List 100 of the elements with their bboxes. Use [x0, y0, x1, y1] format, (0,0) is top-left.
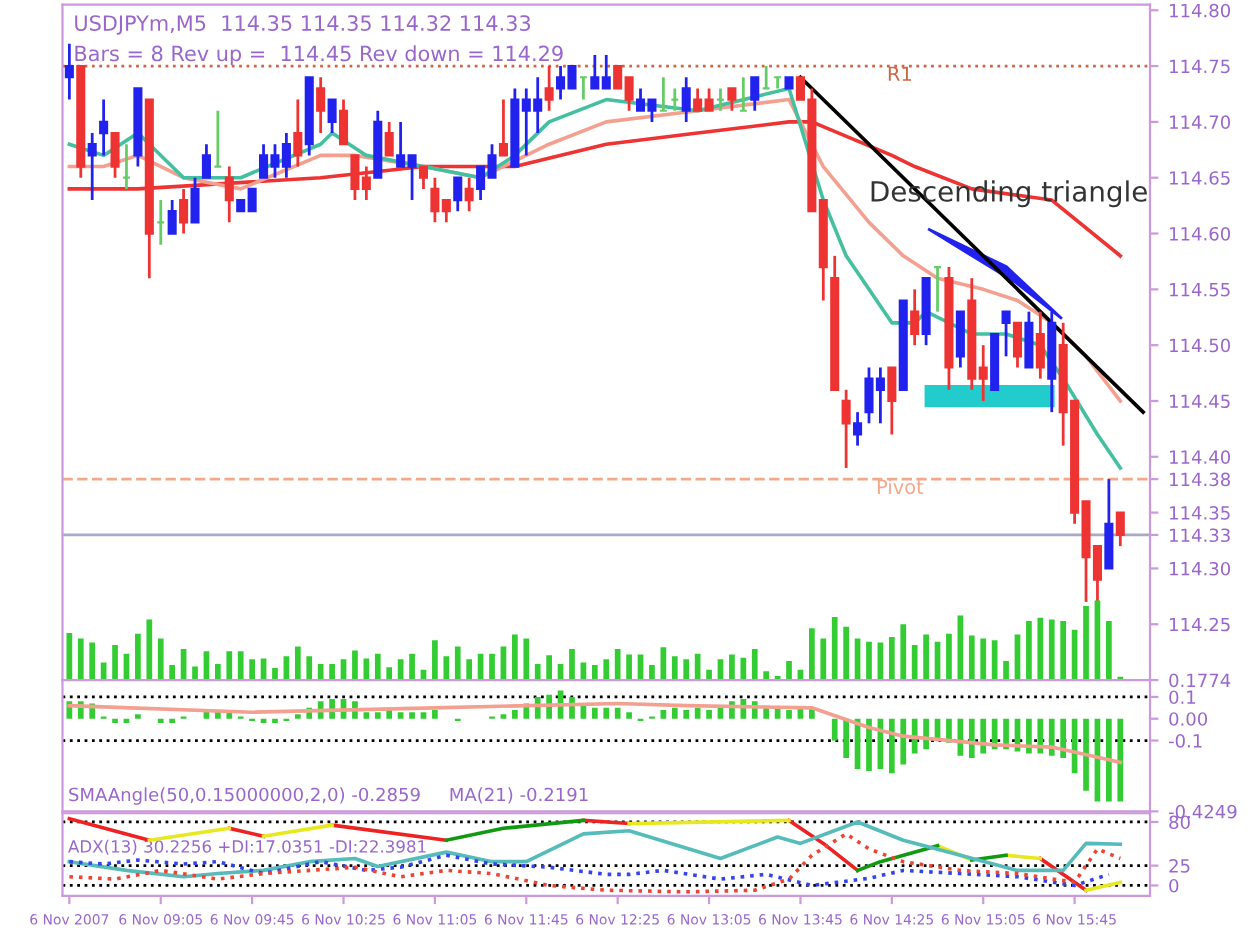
bar — [1060, 718, 1067, 758]
bar — [432, 640, 438, 681]
candlestick — [727, 87, 737, 113]
candlestick — [190, 176, 200, 224]
bar — [272, 668, 278, 681]
y-tick-label: -0.1 — [1168, 733, 1202, 748]
candlestick — [841, 388, 851, 470]
y-tick-label: 114.50 — [1170, 338, 1231, 353]
bar — [660, 710, 667, 719]
bar — [1106, 621, 1112, 681]
candlestick — [1104, 477, 1114, 570]
bar — [249, 659, 255, 681]
bar — [614, 707, 621, 719]
candlestick — [955, 310, 965, 369]
y-tick-label: 114.38 — [1170, 472, 1230, 487]
bar — [831, 718, 838, 741]
bar — [169, 718, 176, 724]
bar — [888, 718, 895, 774]
candlestick — [498, 98, 508, 157]
bar — [512, 634, 518, 681]
candlestick — [316, 75, 326, 135]
annotation: ADX(13) 30.2256 +DI:17.0351 -DI:22.3981 — [68, 839, 426, 855]
bar — [317, 664, 324, 681]
bar — [363, 712, 370, 719]
bar — [1037, 718, 1044, 754]
bar — [215, 664, 221, 681]
line-series — [67, 853, 1111, 888]
bar — [294, 646, 301, 681]
y-tick-label: 114.65 — [1170, 171, 1230, 185]
bar — [420, 712, 427, 719]
bar — [809, 628, 815, 681]
candlestick — [453, 176, 463, 213]
bar — [603, 707, 610, 719]
line-series — [67, 832, 1123, 894]
bar — [409, 712, 415, 719]
bar — [546, 655, 552, 681]
bar — [786, 660, 792, 681]
annotation: Bars = 8 Rev up = 114.45 Rev down = 114.29 — [75, 45, 563, 66]
bar — [397, 712, 404, 719]
candlestick — [681, 75, 691, 124]
bar — [135, 633, 141, 681]
bar — [740, 657, 747, 681]
bar — [466, 659, 473, 681]
y-tick-label: 80 — [1169, 815, 1190, 830]
bar — [1003, 660, 1009, 681]
bar — [786, 710, 792, 719]
bar — [866, 718, 872, 772]
candlestick — [1024, 310, 1034, 369]
y-tick-label: 0.00 — [1169, 712, 1208, 726]
y-tick-label: 114.60 — [1170, 226, 1231, 241]
bar — [1060, 621, 1067, 681]
bar — [112, 644, 118, 681]
bar — [763, 671, 770, 681]
bar — [751, 648, 758, 681]
bar — [534, 664, 541, 681]
ref-line-label: R1 — [888, 66, 912, 81]
candlestick — [167, 198, 177, 235]
candlestick — [384, 120, 394, 157]
bar — [729, 654, 735, 681]
y-tick-label: 114.45 — [1170, 394, 1230, 409]
bar — [980, 638, 987, 681]
bar — [489, 653, 495, 681]
bar — [329, 664, 335, 681]
bar — [843, 626, 849, 681]
bar — [946, 633, 952, 681]
line-series — [67, 820, 1123, 879]
bar — [1106, 718, 1112, 802]
bar — [671, 656, 678, 681]
bar — [1026, 621, 1032, 681]
bar — [706, 669, 712, 681]
bar — [374, 653, 381, 681]
bar — [1083, 718, 1089, 791]
bar — [237, 651, 244, 681]
annotation: SMAAngle(50,0.15000000,2,0) -0.2859 — [69, 787, 420, 805]
candlestick — [750, 75, 760, 113]
y-tick-label: 114.25 — [1170, 617, 1230, 632]
candlestick — [64, 42, 74, 101]
candlestick — [853, 410, 863, 448]
bar — [968, 718, 975, 758]
candlestick — [418, 165, 429, 191]
candlestick — [1012, 321, 1023, 369]
bar — [866, 641, 872, 681]
bar — [1048, 619, 1055, 681]
candlestick — [338, 98, 349, 146]
bar — [454, 646, 461, 681]
y-tick-label: -0.4249 — [1168, 804, 1237, 819]
y-tick-label: 114.33 — [1170, 528, 1230, 543]
bar — [843, 718, 849, 758]
bar — [306, 656, 313, 681]
y-tick-label: 114.55 — [1170, 283, 1230, 297]
y-tick-label: 0.1 — [1169, 690, 1196, 705]
annotation: MA(21) -0.2191 — [450, 787, 588, 804]
bar — [523, 638, 530, 681]
bar — [352, 650, 358, 681]
bar — [968, 635, 975, 681]
bar — [1117, 718, 1124, 802]
y-tick-label: 114.30 — [1170, 561, 1231, 576]
bar — [820, 638, 827, 681]
bar — [614, 648, 621, 681]
candlestick — [110, 131, 120, 180]
